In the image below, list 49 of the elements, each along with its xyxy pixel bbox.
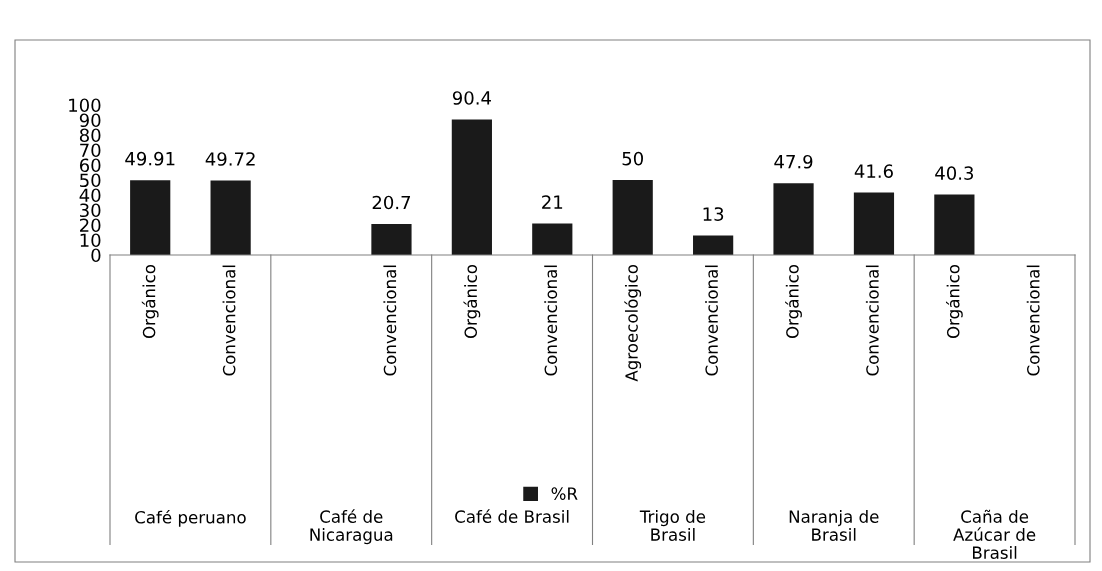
text: Naranja de Brasil [789,510,879,541]
y-tick-label: 50 [80,173,101,188]
bar [130,180,171,255]
y-tick-label: 10 [80,233,101,248]
y-tick-label: 40 [79,188,101,203]
bar [210,180,251,255]
data-label: 50 [622,151,643,166]
y-tick-label: 80 [79,128,101,143]
x-tick-label: Convencional [222,265,236,376]
data-label: 13 [703,207,724,221]
x-tick-label: Agroecológico [624,264,642,382]
x-tick-label: Orgánico [463,264,481,339]
y-tick-label: 30 [80,203,101,218]
x-tick-label: Convencional [544,265,558,376]
x-tick-label: Convencional [1026,265,1040,376]
y-tick-label: 100 [69,98,101,113]
x-tick-label: Convencional [865,265,879,376]
data-label: 47.9 [774,154,813,169]
x-tick-label: Orgánico [785,264,802,339]
bar [773,183,814,255]
bar [693,235,734,255]
x-tick-label: Orgánico [945,264,963,339]
data-label: 49.72 [205,152,255,166]
y-tick-label: 60 [79,158,101,173]
text: Café de Nicaragua [310,509,393,545]
bar [532,223,573,255]
y-tick-label: 0 [91,248,101,263]
y-tick-label: 90 [79,113,101,128]
text: Trigo de Brasil [639,510,706,541]
x-tick-label: Convencional [705,265,718,376]
y-tick-label: 70 [80,143,101,158]
data-label: 40.3 [935,166,974,180]
data-label: 90.4 [452,91,491,105]
bar [853,192,895,255]
x-tick-label: Convencional [383,265,397,376]
data-label: 49.91 [125,151,175,166]
text: Café de Brasil [455,509,569,523]
bar [612,180,653,255]
y-tick-label: 20 [80,218,101,233]
bar [371,223,412,255]
legend-label: %R [551,487,578,500]
bar [934,194,975,255]
text: Café peruano [135,510,246,527]
bar [451,119,492,255]
x-tick-label: Orgánico [141,264,159,339]
data-label: 20.7 [372,195,411,210]
text: Caña de Azúcar de Brasil [953,509,1036,559]
data-label: 21 [542,195,563,209]
data-label: 41.6 [854,164,893,178]
